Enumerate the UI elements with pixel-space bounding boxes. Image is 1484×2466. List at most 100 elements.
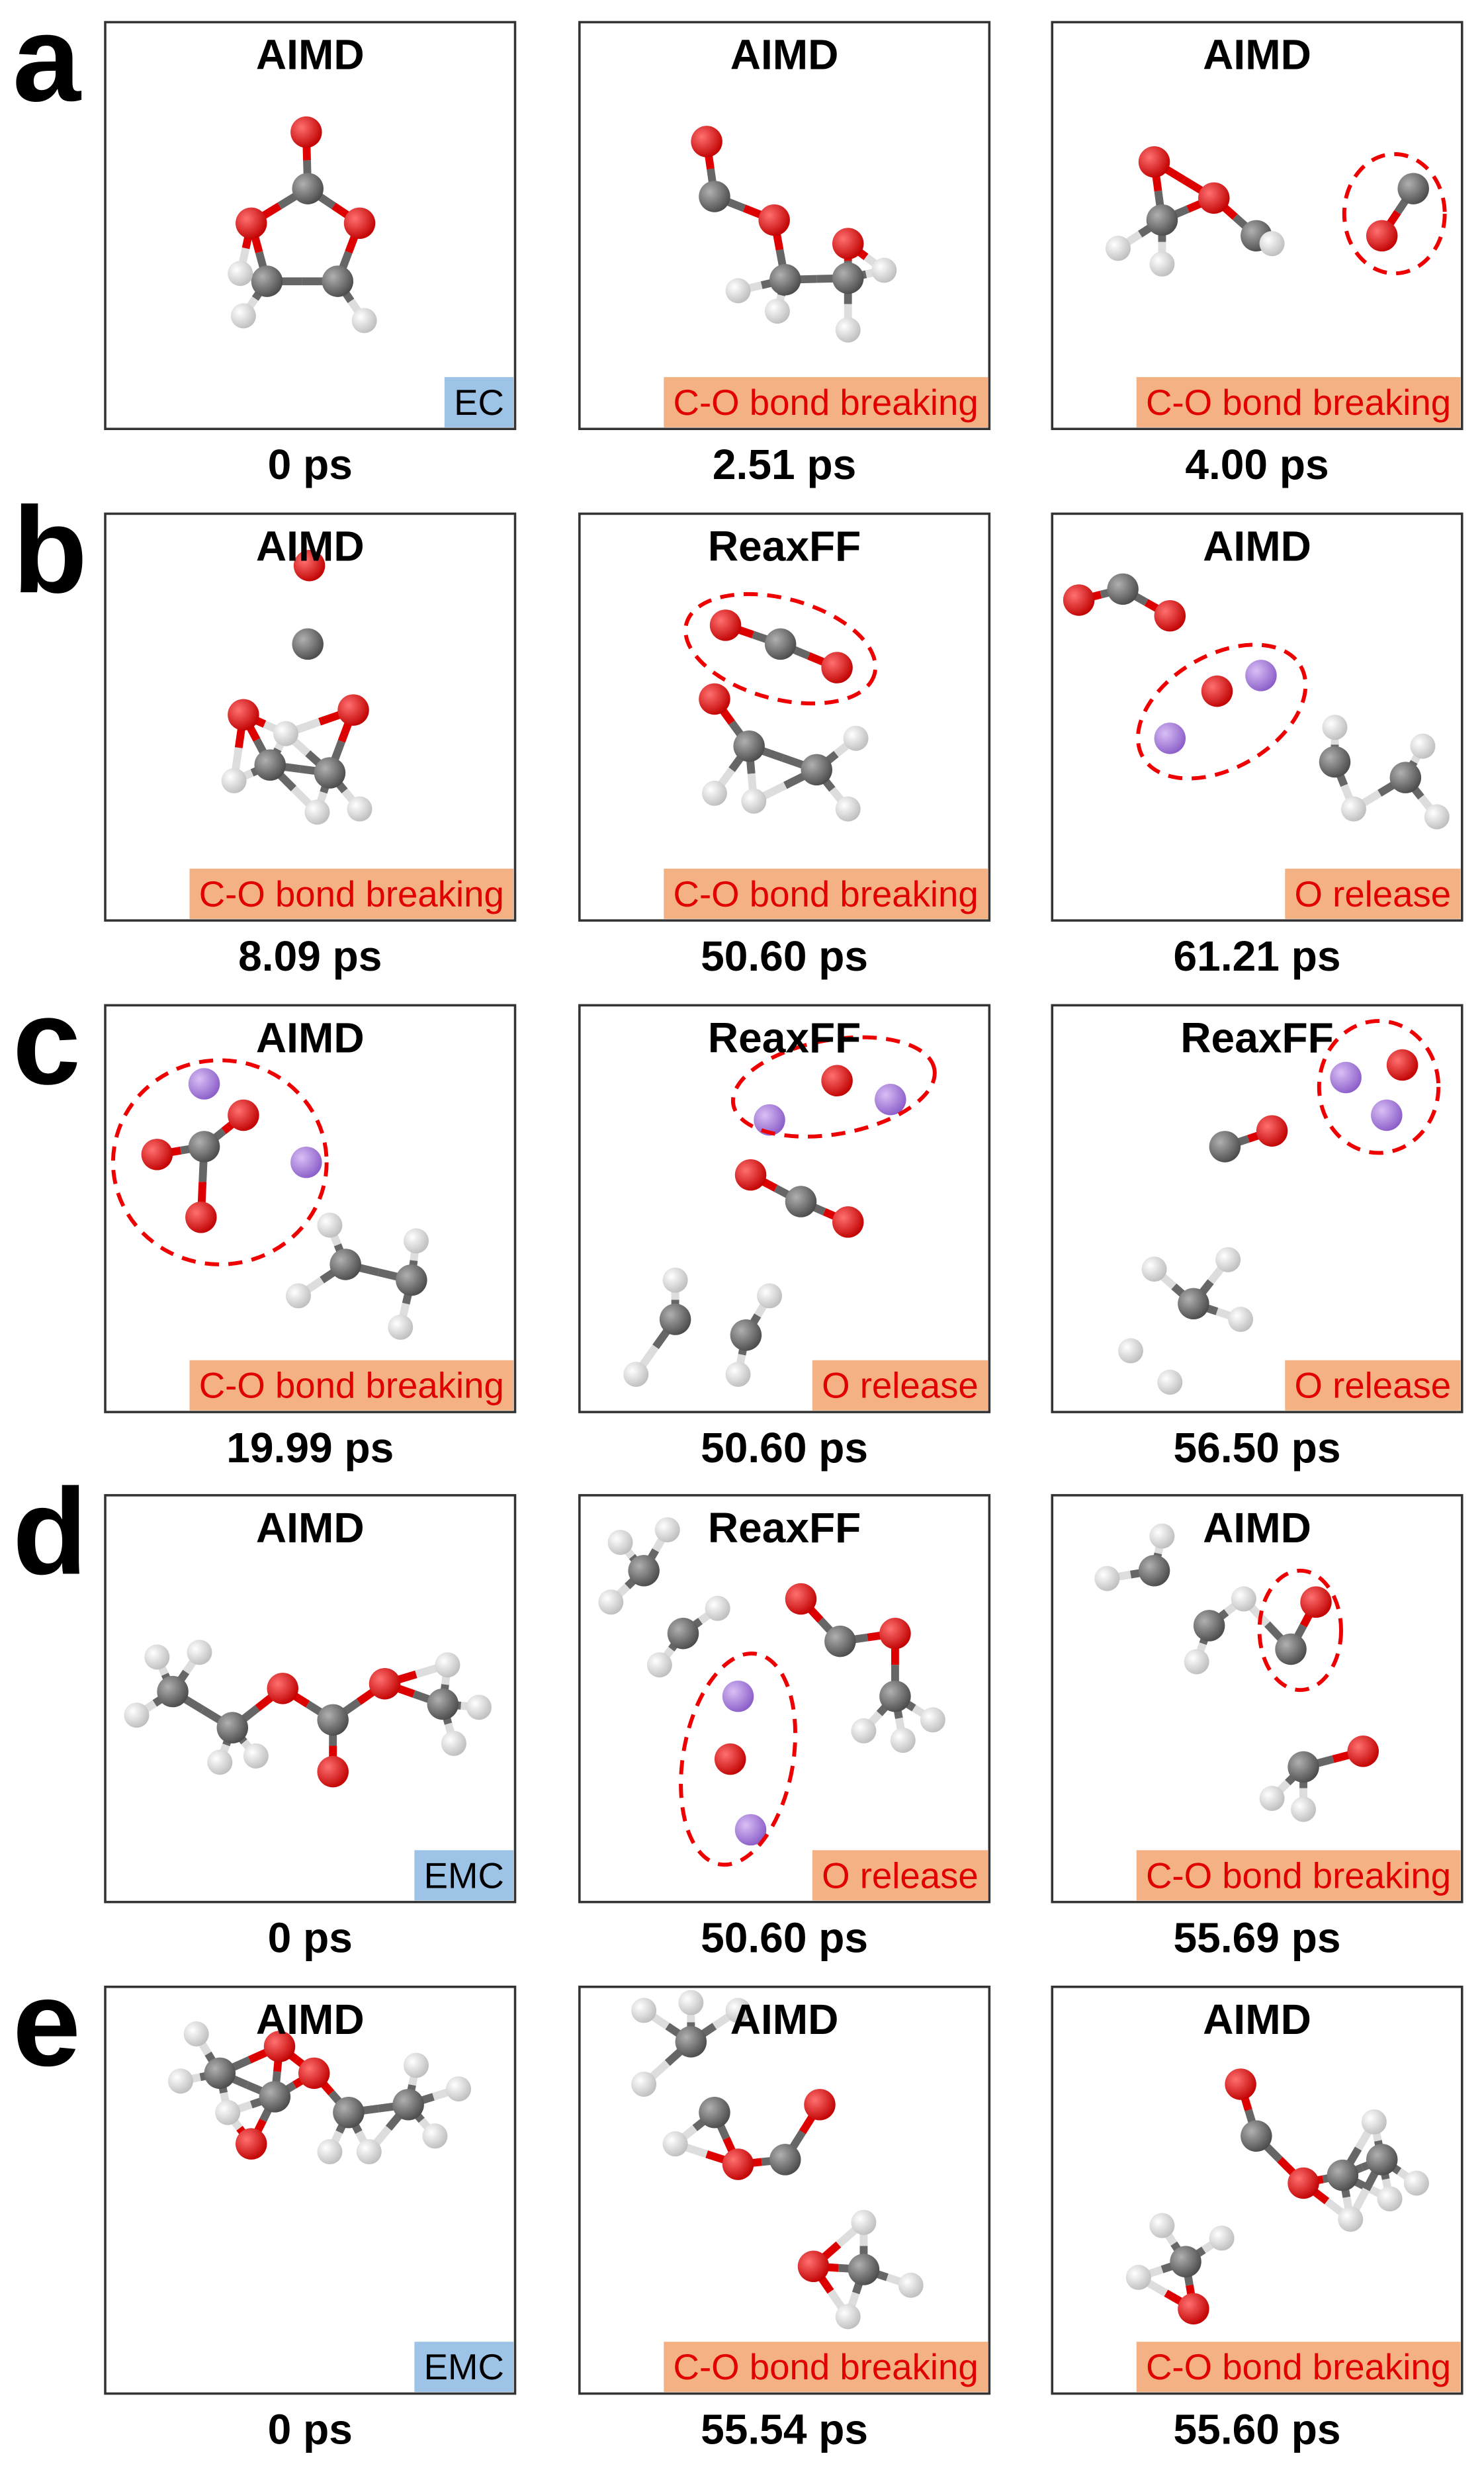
molecules	[598, 1517, 945, 1867]
tag-text: O release	[822, 1366, 979, 1406]
carbon-atom	[699, 181, 730, 212]
hydrogen-atom	[1215, 1247, 1241, 1272]
event-tag: C-O bond breaking	[664, 2342, 988, 2393]
tag-background	[664, 2342, 988, 2393]
hydrogen-atom	[598, 1589, 624, 1615]
tag-background	[1285, 868, 1461, 919]
carbon-atom	[1389, 762, 1422, 793]
time-label: 55.60 ps	[1174, 2406, 1341, 2453]
tag-background	[1136, 2342, 1461, 2393]
oxygen-atom	[228, 1099, 259, 1131]
hydrogen-atom	[890, 1728, 916, 1753]
tag-text: C-O bond breaking	[1146, 2347, 1451, 2387]
method-label: ReaxFF	[708, 1014, 861, 1062]
hydrogen-atom	[187, 1640, 212, 1665]
oxygen-atom	[1198, 182, 1230, 214]
time-label: 4.00 ps	[1185, 441, 1329, 488]
hydrogen-atom	[1403, 2170, 1429, 2196]
highlight-ellipse	[1342, 152, 1447, 276]
hydrogen-atom	[920, 1707, 945, 1733]
event-tag: C-O bond breaking	[189, 868, 514, 919]
oxygen-atom	[699, 683, 730, 715]
snapshot-panel: AIMD C-O bond breaking	[104, 512, 517, 922]
hydrogen-atom	[623, 1362, 649, 1387]
carbon-atom	[769, 264, 801, 296]
hydrogen-atom	[1410, 733, 1436, 759]
hydrogen-atom	[388, 1314, 414, 1340]
panel-frame	[1051, 1986, 1463, 2395]
oxygen-atom	[758, 204, 790, 236]
oxygen-atom	[267, 1673, 298, 1704]
oxygen-atom	[734, 1159, 767, 1191]
carbon-atom	[769, 2144, 801, 2176]
tag-background	[1136, 1850, 1461, 1901]
hydrogen-atom	[1291, 1796, 1317, 1822]
molecules	[167, 2021, 472, 2165]
hydrogen-atom	[215, 2099, 241, 2125]
oxygen-atom	[722, 2148, 754, 2180]
hydrogen-atom	[243, 1743, 269, 1769]
snapshot-panel: AIMD O release	[1051, 512, 1463, 922]
tag-text: C-O bond breaking	[674, 2347, 979, 2387]
molecules	[1105, 146, 1447, 277]
carbon-atom	[333, 2096, 365, 2129]
hydrogen-atom	[1209, 2225, 1235, 2251]
highlight-ellipse	[683, 592, 878, 706]
carbon-atom	[785, 1186, 817, 1217]
tag-background	[414, 1850, 514, 1901]
tag-text: EC	[454, 382, 504, 423]
molecules	[631, 1990, 924, 2330]
snapshot-panel: AIMD C-O bond breaking	[1051, 1494, 1463, 1904]
event-tag: C-O bond breaking	[1136, 1850, 1461, 1901]
carbon-atom	[188, 1131, 220, 1163]
hydrogen-atom	[221, 768, 247, 793]
event-tag: EC	[444, 376, 514, 427]
snapshot-panel: ReaxFF O release	[578, 1004, 991, 1413]
oxygen-atom	[832, 1206, 864, 1238]
hydrogen-atom	[183, 2021, 209, 2047]
highlight-ellipse	[1317, 1019, 1441, 1155]
tag-text: C-O bond breaking	[1146, 1855, 1451, 1896]
oxygen-atom	[228, 699, 259, 730]
lithium-atom	[1330, 1061, 1362, 1094]
hydrogen-atom	[1149, 2213, 1175, 2238]
carbon-atom	[1178, 1288, 1209, 1320]
carbon-atom	[157, 1675, 189, 1708]
carbon-atom	[1275, 1633, 1307, 1665]
hydrogen-atom	[285, 1283, 311, 1309]
carbon-atom	[832, 262, 864, 294]
oxygen-atom	[1225, 2068, 1256, 2100]
hydrogen-atom	[228, 261, 253, 286]
carbon-atom	[216, 1712, 249, 1743]
hydrogen-atom	[351, 308, 377, 333]
tag-text: O release	[822, 1855, 979, 1896]
oxygen-atom	[879, 1618, 911, 1650]
panel-frame	[104, 21, 517, 431]
event-tag: EMC	[414, 2342, 514, 2393]
tag-background	[664, 868, 988, 919]
carbon-atom	[675, 2026, 707, 2058]
hydrogen-atom	[124, 1702, 150, 1728]
hydrogen-atom	[1125, 2264, 1151, 2290]
carbon-atom	[1319, 746, 1351, 778]
oxygen-atom	[185, 1202, 217, 1233]
tag-background	[812, 1850, 988, 1901]
hydrogen-atom	[347, 796, 372, 822]
hydrogen-atom	[1094, 1565, 1120, 1591]
tag-background	[1285, 1360, 1461, 1411]
highlight-ellipse	[730, 1035, 937, 1139]
event-tag: O release	[812, 1360, 988, 1411]
lithium-atom	[1245, 660, 1277, 691]
carbon-atom	[824, 1625, 856, 1657]
highlight-ellipse	[110, 1058, 329, 1266]
panel-frame	[104, 1986, 517, 2395]
tag-background	[189, 868, 514, 919]
hydrogen-atom	[705, 1595, 730, 1621]
oxygen-atom	[263, 2031, 296, 2062]
hydrogen-atom	[1149, 251, 1175, 277]
hydrogen-atom	[725, 278, 751, 304]
carbon-atom	[1107, 573, 1139, 605]
molecules	[110, 1058, 429, 1340]
highlight-ellipse	[1257, 1568, 1343, 1693]
